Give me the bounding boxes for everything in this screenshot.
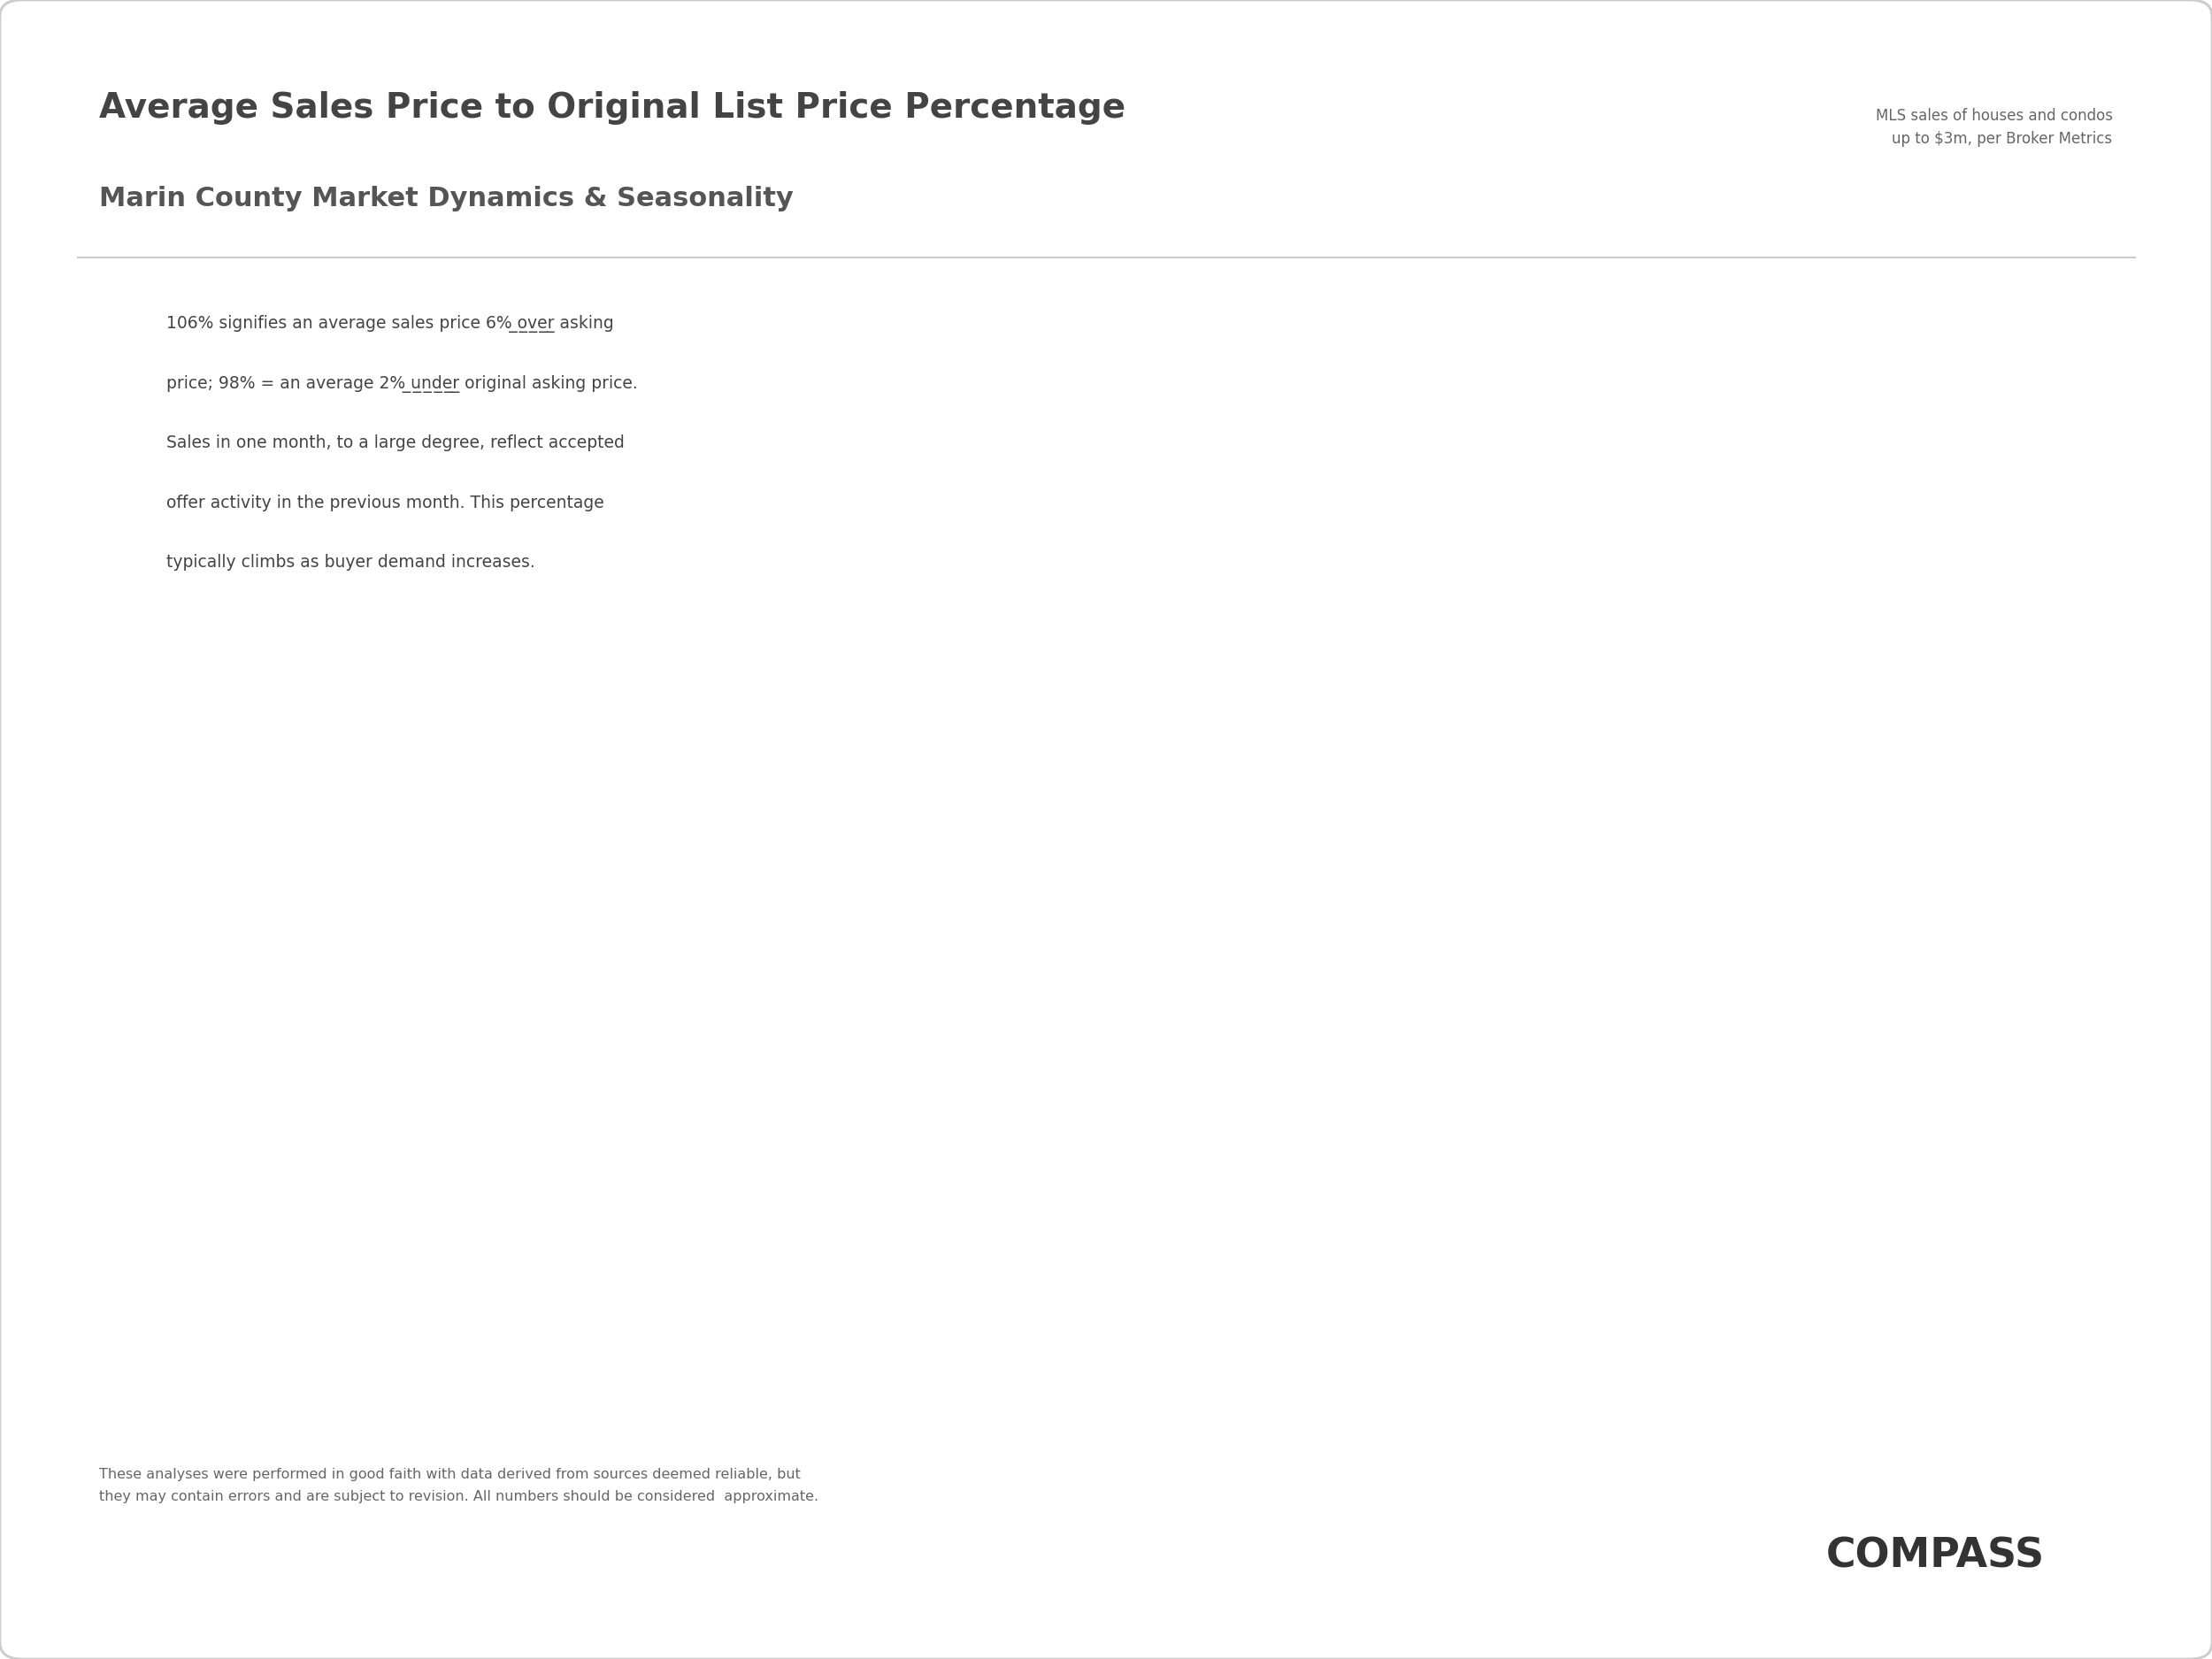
- Bar: [1708, 587, 1736, 1377]
- Text: MLS sales of houses and condos
up to $3m, per Broker Metrics: MLS sales of houses and condos up to $3m…: [1876, 108, 2112, 148]
- Bar: [1053, 1171, 1082, 1377]
- Bar: [562, 1185, 591, 1377]
- Bar: [1829, 511, 1860, 1377]
- Bar: [1175, 891, 1206, 1377]
- Bar: [1790, 499, 1818, 1377]
- Bar: [1420, 703, 1451, 1377]
- Bar: [520, 1067, 551, 1377]
- Polygon shape: [1832, 1511, 1851, 1543]
- Bar: [1953, 645, 1982, 1377]
- Bar: [971, 979, 1000, 1377]
- Text: typically climbs as buyer demand increases.: typically climbs as buyer demand increas…: [166, 554, 535, 571]
- Bar: [1544, 849, 1573, 1377]
- Bar: [316, 833, 345, 1377]
- Bar: [234, 715, 263, 1377]
- Text: Mid-Winter: Mid-Winter: [1099, 1150, 1117, 1229]
- Text: Sept.
2020: Sept. 2020: [1411, 617, 1460, 657]
- Bar: [765, 861, 796, 1377]
- Text: Mid-Winter: Mid-Winter: [608, 1150, 626, 1229]
- Bar: [889, 949, 918, 1377]
- Bar: [1135, 921, 1164, 1377]
- Bar: [1011, 1097, 1042, 1377]
- Bar: [1462, 803, 1491, 1377]
- Bar: [1626, 891, 1655, 1377]
- Bar: [1380, 891, 1409, 1377]
- Bar: [644, 1072, 672, 1377]
- Text: May
2019: May 2019: [759, 776, 803, 815]
- Bar: [1502, 833, 1533, 1377]
- Bar: [807, 937, 836, 1377]
- Bar: [192, 849, 223, 1377]
- Bar: [1911, 539, 1942, 1377]
- Text: offer activity in the previous month. This percentage: offer activity in the previous month. Th…: [166, 494, 604, 511]
- Bar: [398, 979, 427, 1377]
- Bar: [1298, 937, 1327, 1377]
- Bar: [1093, 1171, 1124, 1377]
- Text: 106% signifies an average sales price 6% ̲o̲v̲e̲r̲ asking: 106% signifies an average sales price 6%…: [166, 315, 613, 333]
- Bar: [356, 879, 387, 1377]
- Text: May
2021: May 2021: [1741, 367, 1785, 405]
- Bar: [726, 902, 754, 1377]
- Bar: [111, 1224, 142, 1377]
- Text: April
2018: April 2018: [206, 629, 252, 669]
- Bar: [1747, 451, 1778, 1377]
- Text: COMPASS: COMPASS: [1827, 1536, 2044, 1576]
- Bar: [847, 949, 878, 1377]
- Text: Sales in one month, to a large degree, reflect accepted: Sales in one month, to a large degree, r…: [166, 435, 624, 451]
- Bar: [1584, 821, 1615, 1377]
- Text: price; 98% = an average 2% ̲u̲n̲d̲e̲r̲ original asking price.: price; 98% = an average 2% ̲u̲n̲d̲e̲r̲ o…: [166, 375, 637, 393]
- Bar: [480, 937, 509, 1377]
- Bar: [1338, 921, 1369, 1377]
- Text: Marin County Market Dynamics & Seasonality: Marin County Market Dynamics & Seasonali…: [100, 186, 794, 211]
- Bar: [929, 967, 960, 1377]
- Bar: [1666, 703, 1697, 1377]
- Text: These analyses were performed in good faith with data derived from sources deeme: These analyses were performed in good fa…: [100, 1468, 818, 1503]
- Bar: [274, 810, 305, 1377]
- Bar: [684, 891, 714, 1377]
- Text: Mid-Winter: Mid-Winter: [1599, 781, 1615, 861]
- Bar: [1256, 1055, 1287, 1377]
- Bar: [1217, 997, 1245, 1377]
- Bar: [1993, 674, 2024, 1377]
- Bar: [602, 1289, 633, 1377]
- Bar: [1871, 627, 1900, 1377]
- Bar: [438, 979, 469, 1377]
- Bar: [153, 821, 181, 1377]
- Text: Average Sales Price to Original List Price Percentage: Average Sales Price to Original List Pri…: [100, 91, 1126, 124]
